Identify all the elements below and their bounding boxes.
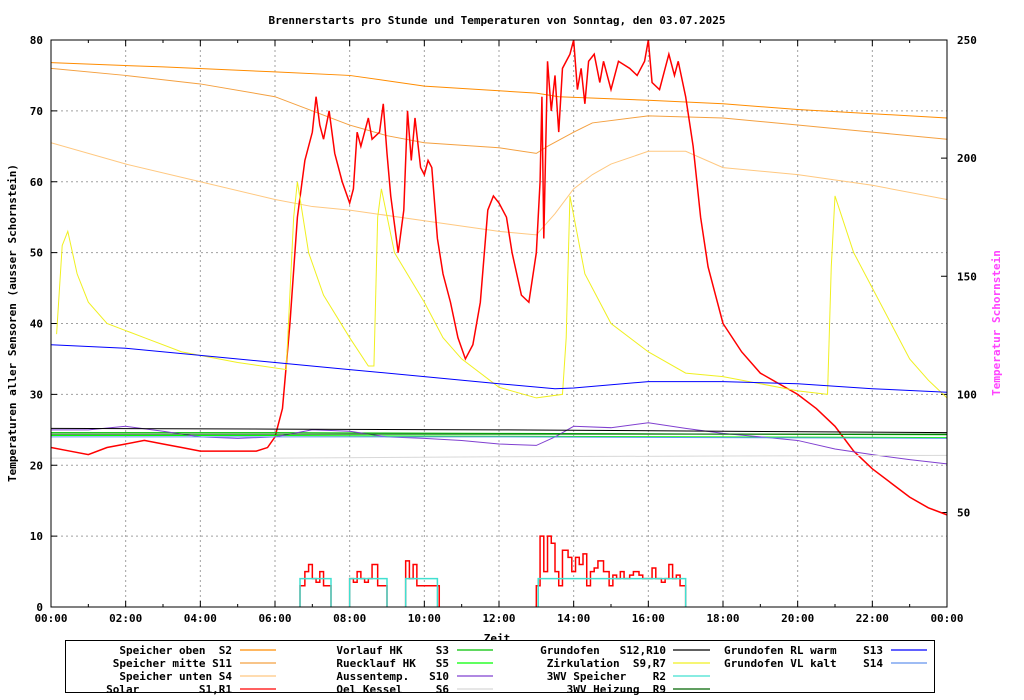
y-tick-label: 60: [30, 176, 43, 189]
x-tick-label: 00:00: [34, 612, 67, 625]
y2-tick-label: 200: [957, 152, 977, 165]
series-steps-solar-s1-r1: [348, 563, 388, 607]
y-tick-label: 0: [36, 601, 43, 614]
legend-item: Aussentemp. S10: [336, 670, 493, 683]
x-tick-label: 18:00: [706, 612, 739, 625]
series-line-zirkulation-s9-r7: [56, 181, 947, 399]
chart-title: Brennerstarts pro Stunde und Temperature…: [269, 14, 726, 27]
plot-border: [50, 39, 948, 608]
legend-item: Grundofen S12,R10: [540, 644, 710, 657]
x-tick-label: 06:00: [258, 612, 291, 625]
series-steps-solar-s1-r1: [535, 535, 687, 607]
x-tick-label: 08:00: [333, 612, 366, 625]
legend-label: Speicher mitte S11: [113, 657, 233, 670]
series-line-oel-kessel-s6: [51, 454, 947, 459]
legend-label: Speicher oben S2: [119, 644, 232, 657]
series-group: [51, 40, 947, 607]
y2-tick-label: 100: [957, 388, 977, 401]
series-steps-3wv-speicher-r2: [348, 577, 388, 607]
y-tick-label: 40: [30, 318, 43, 331]
x-tick-label: 20:00: [781, 612, 814, 625]
y-tick-label: 70: [30, 105, 43, 118]
legend-label: Oel Kessel S6: [336, 683, 449, 696]
y2-axis-label: Temperatur Schornstein: [990, 250, 1003, 396]
series-steps-solar-s1-r1: [299, 563, 332, 607]
y-tick-label: 20: [30, 459, 43, 472]
legend-label: Grundofen VL kalt S14: [724, 657, 883, 670]
series-line-solar-s1-r1: [51, 40, 947, 516]
legend-item: Speicher unten S4: [119, 670, 276, 683]
y-axis-label: Temperaturen aller Sensoren (ausser Scho…: [6, 164, 19, 482]
y-tick-label: 80: [30, 34, 43, 47]
series-line-grundofen-s12-r10: [51, 427, 947, 434]
y2-tick-label: 150: [957, 270, 977, 283]
legend-box: [65, 640, 935, 693]
series-line-speicher-mitte-s11: [51, 67, 947, 154]
series-line-ruecklauf-hk-s5: [51, 434, 947, 439]
legend-item: 3WV Heizung R9: [567, 683, 710, 696]
legend-label: Zirkulation S9,R7: [547, 657, 666, 670]
legend-item: Speicher oben S2: [119, 644, 276, 657]
legend-item: 3WV Speicher R2: [547, 670, 710, 683]
series-steps-3wv-speicher-r2: [404, 577, 439, 607]
x-tick-label: 04:00: [184, 612, 217, 625]
x-tick-label: 22:00: [856, 612, 889, 625]
legend-label: Grundofen S12,R10: [540, 644, 666, 657]
legend-item: Grundofen RL warm S13: [724, 644, 927, 657]
legend-label: 3WV Heizung R9: [567, 683, 666, 696]
legend-item: Zirkulation S9,R7: [547, 657, 710, 670]
y-tick-label: 10: [30, 530, 43, 543]
x-tick-label: 00:00: [930, 612, 963, 625]
series-line-grundofen-rl-warm-s13: [51, 344, 947, 393]
x-tick-label: 12:00: [482, 612, 515, 625]
grid: [51, 40, 947, 607]
y-tick-label: 30: [30, 388, 43, 401]
x-tick-label: 02:00: [109, 612, 142, 625]
legend-label: Solar S1,R1: [106, 683, 232, 696]
x-tick-label: 16:00: [632, 612, 665, 625]
series-line-speicher-unten-s4: [51, 142, 947, 236]
x-tick-label: 10:00: [408, 612, 441, 625]
series-line-grundofen-vl-kalt-s14: [51, 436, 947, 439]
y-tick-label: 50: [30, 247, 43, 260]
legend-label: Ruecklauf HK S5: [336, 657, 449, 670]
ticks: 00:00 02:00 04:00 06:00 08:00 10:00 12:00 14:00…: [30, 34, 977, 625]
y2-tick-label: 250: [957, 34, 977, 47]
legend-item: Vorlauf HK S3: [336, 644, 493, 657]
legend-label: Vorlauf HK S3: [336, 644, 449, 657]
legend-item: Oel Kessel S6: [336, 683, 493, 696]
legend-item: Ruecklauf HK S5: [336, 657, 493, 670]
legend-item: Solar S1,R1: [106, 683, 276, 696]
legend-label: Grundofen RL warm S13: [724, 644, 883, 657]
y2-tick-label: 50: [957, 507, 970, 520]
legend-label: 3WV Speicher R2: [547, 670, 666, 683]
series-steps-solar-s1-r1: [404, 560, 441, 607]
series-steps-3wv-speicher-r2: [299, 577, 332, 607]
x-tick-label: 14:00: [557, 612, 590, 625]
series-steps-3wv-speicher-r2: [537, 577, 687, 607]
legend-item: Grundofen VL kalt S14: [724, 657, 927, 670]
legend-label: Speicher unten S4: [119, 670, 232, 683]
legend-item: Speicher mitte S11: [113, 657, 276, 670]
legend-label: Aussentemp. S10: [336, 670, 449, 683]
